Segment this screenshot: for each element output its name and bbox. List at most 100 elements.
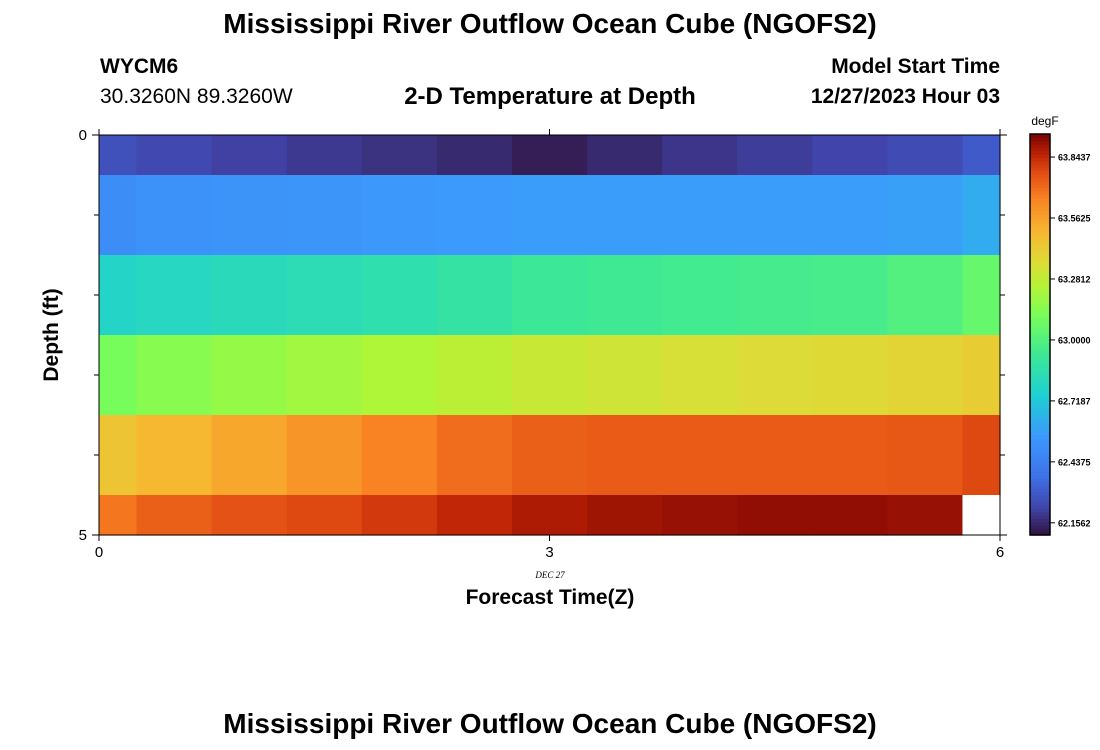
x-tick-label: 6: [996, 544, 1004, 561]
heatmap-cell: [662, 255, 738, 336]
heatmap-cell: [887, 415, 964, 496]
colorbar-segment: [1030, 391, 1050, 396]
colorbar-segment: [1030, 344, 1050, 349]
heatmap-cell: [436, 135, 513, 176]
heatmap-cell: [887, 135, 964, 176]
colorbar-segment: [1030, 187, 1050, 192]
heatmap-cell: [587, 495, 663, 536]
colorbar-segment: [1030, 250, 1050, 255]
colorbar-segment: [1030, 404, 1050, 409]
colorbar-segment: [1030, 384, 1050, 389]
heatmap-cell: [99, 495, 138, 536]
colorbar-segment: [1030, 418, 1050, 422]
colorbar-segment: [1030, 277, 1050, 282]
heatmap-cell: [361, 415, 438, 496]
colorbar-tick-label: 63.2812: [1058, 274, 1091, 284]
colorbar-segment: [1030, 394, 1050, 399]
colorbar-segment: [1030, 491, 1050, 496]
heatmap-cell: [662, 175, 738, 256]
colorbar: 62.1562 62.4375 62.7187 63.0000 63.2812 63.56…: [1029, 133, 1091, 536]
colorbar-segment: [1030, 508, 1050, 513]
colorbar-segment: [1030, 267, 1050, 272]
colorbar-segment: [1030, 341, 1050, 346]
colorbar-segment: [1030, 220, 1050, 225]
heatmap-cell: [662, 415, 738, 496]
heatmap-cell: [887, 335, 964, 416]
colorbar-segment: [1030, 307, 1050, 312]
colorbar-segment: [1030, 291, 1050, 295]
colorbar-segment: [1030, 334, 1050, 339]
heatmap-cell: [962, 175, 1001, 256]
colorbar-segment: [1030, 364, 1050, 369]
colorbar-segment: [1030, 271, 1050, 275]
colorbar-segment: [1030, 311, 1050, 316]
colorbar-segment: [1030, 354, 1050, 359]
y-tick-label: 5: [79, 527, 87, 544]
colorbar-segment: [1030, 454, 1050, 459]
colorbar-segment: [1030, 144, 1050, 148]
colorbar-segment: [1030, 424, 1050, 429]
heatmap-cell: [286, 135, 363, 176]
colorbar-segment: [1030, 408, 1050, 412]
colorbar-segment: [1030, 528, 1050, 533]
y-tick-label: 0: [79, 127, 87, 144]
heatmap-cell: [662, 135, 738, 176]
colorbar-segment: [1030, 287, 1050, 292]
colorbar-segment: [1030, 281, 1050, 285]
heatmap-cell: [286, 495, 363, 536]
colorbar-segment: [1030, 494, 1050, 499]
heatmap-cell: [211, 135, 288, 176]
heatmap-cell: [211, 255, 288, 336]
colorbar-tick-label: 63.0000: [1058, 335, 1091, 345]
model-start-time-value: 12/27/2023 Hour 03: [810, 85, 1000, 108]
colorbar-segment: [1030, 357, 1050, 362]
colorbar-segment: [1030, 337, 1050, 342]
heatmap-cell: [361, 495, 438, 536]
heatmap-cell: [737, 335, 813, 416]
colorbar-segment: [1030, 150, 1050, 155]
colorbar-segment: [1030, 160, 1050, 165]
heatmap-cell: [436, 495, 513, 536]
colorbar-segment: [1030, 484, 1050, 489]
heatmap-cell: [737, 415, 813, 496]
heatmap-cell: [99, 335, 138, 416]
x-tick-label: 0: [95, 544, 103, 561]
colorbar-segment: [1030, 147, 1050, 152]
heatmap-cell: [511, 335, 588, 416]
heatmap-cell: [136, 255, 213, 336]
colorbar-segment: [1030, 521, 1050, 526]
colorbar-segment: [1030, 204, 1050, 209]
colorbar-segment: [1030, 501, 1050, 506]
heatmap-cell: [587, 255, 663, 336]
heatmap-cell: [812, 495, 888, 536]
colorbar-segment: [1030, 284, 1050, 289]
colorbar-segment: [1030, 331, 1050, 336]
colorbar-segment: [1030, 297, 1050, 302]
colorbar-segment: [1030, 448, 1050, 453]
colorbar-segment: [1030, 361, 1050, 366]
colorbar-segment: [1030, 190, 1050, 195]
colorbar-segment: [1030, 518, 1050, 523]
colorbar-segment: [1030, 327, 1050, 332]
colorbar-segment: [1030, 170, 1050, 175]
colorbar-segment: [1030, 471, 1050, 476]
heatmap-cell: [136, 175, 213, 256]
colorbar-segment: [1030, 167, 1050, 172]
colorbar-segment: [1030, 377, 1050, 382]
heatmap-cell: [887, 495, 964, 536]
colorbar-segment: [1030, 488, 1050, 493]
heatmap-cell: [587, 135, 663, 176]
colorbar-segment: [1030, 304, 1050, 309]
colorbar-segment: [1030, 174, 1050, 179]
heatmap-cell: [812, 175, 888, 256]
colorbar-segment: [1030, 531, 1050, 536]
heatmap-cell: [737, 495, 813, 536]
x-axis-label: Forecast Time(Z): [466, 586, 635, 609]
colorbar-segment: [1030, 137, 1050, 142]
heatmap-cell: [286, 175, 363, 256]
colorbar-segment: [1030, 351, 1050, 356]
colorbar-segment: [1030, 177, 1050, 182]
colorbar-segment: [1030, 347, 1050, 352]
heatmap-cell: [136, 415, 213, 496]
